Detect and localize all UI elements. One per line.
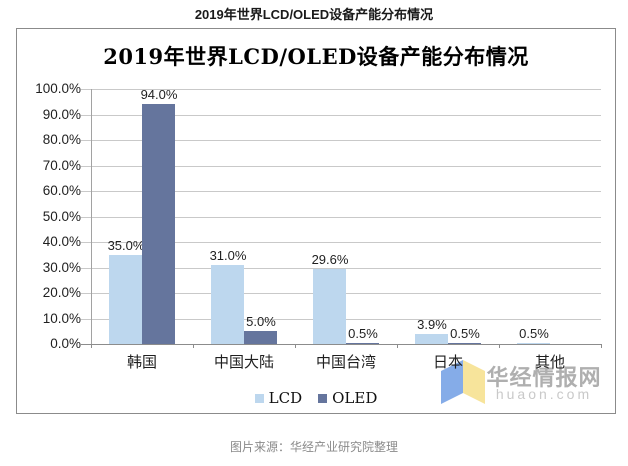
gridline <box>81 242 601 243</box>
y-tick-label: 10.0% <box>42 311 81 326</box>
bar-oled-1 <box>244 331 277 344</box>
y-tick-label: 20.0% <box>42 285 81 300</box>
x-axis-tick <box>295 344 296 348</box>
bar-lcd-0 <box>109 255 142 344</box>
y-tick-label: 0.0% <box>50 336 81 351</box>
bar-lcd-4 <box>517 343 550 344</box>
x-axis-tick <box>91 344 92 348</box>
y-tick-label: 70.0% <box>42 158 81 173</box>
gridline <box>81 217 601 218</box>
bar-value-label: 31.0% <box>209 248 247 263</box>
chart-title: 2019年世界LCD/OLED设备产能分布情况 <box>103 44 529 69</box>
bar-lcd-2 <box>313 269 346 344</box>
bar-oled-0 <box>142 104 175 344</box>
y-tick-label: 40.0% <box>42 234 81 249</box>
x-axis-tick <box>193 344 194 348</box>
legend-item-oled: OLED <box>318 389 377 407</box>
bar-value-label: 35.0% <box>107 238 145 253</box>
legend-item-lcd: LCD <box>254 389 303 407</box>
y-tick-label: 100.0% <box>35 81 81 96</box>
y-tick-label: 60.0% <box>42 183 81 198</box>
x-category-label: 其他 <box>534 354 565 371</box>
gridline <box>81 268 601 269</box>
y-tick-label: 90.0% <box>42 107 81 122</box>
x-axis-tick <box>397 344 398 348</box>
bar-oled-2 <box>346 343 379 344</box>
bar-lcd-1 <box>211 265 244 344</box>
oled-swatch-icon <box>318 393 328 403</box>
watermark: 华经情报网 huaon.com <box>437 357 607 407</box>
x-axis-tick <box>601 344 602 348</box>
x-axis-line <box>81 344 601 345</box>
gridline <box>81 115 601 116</box>
bar-value-label: 94.0% <box>140 87 178 102</box>
x-category-label: 日本 <box>432 354 463 371</box>
watermark-logo-icon <box>441 360 485 404</box>
y-axis-line <box>91 89 92 344</box>
x-category-label: 中国大陆 <box>213 354 274 371</box>
watermark-site-url: huaon.com <box>495 386 593 402</box>
y-tick-label: 50.0% <box>42 209 81 224</box>
chart-panel: 2019年世界LCD/OLED设备产能分布情况 0.0% 10.0% 20.0% 30… <box>16 28 616 414</box>
x-axis-tick <box>499 344 500 348</box>
legend-label-oled: OLED <box>332 389 378 407</box>
chart-legend: LCD OLED <box>17 389 615 407</box>
bar-value-label: 0.5% <box>348 326 378 341</box>
gridline <box>81 166 601 167</box>
gridline <box>81 140 601 141</box>
bar-oled-3 <box>448 343 481 344</box>
gridline <box>81 89 601 90</box>
x-category-label: 韩国 <box>126 354 157 371</box>
bar-lcd-3 <box>415 334 448 344</box>
bar-value-label: 5.0% <box>246 314 276 329</box>
y-tick-label: 30.0% <box>42 260 81 275</box>
bar-value-label: 0.5% <box>450 326 480 341</box>
x-category-label: 中国台湾 <box>315 354 376 371</box>
watermark-site-name: 华经情报网 <box>486 365 602 390</box>
gridline <box>81 191 601 192</box>
y-tick-label: 80.0% <box>42 132 81 147</box>
bar-value-label: 29.6% <box>311 252 349 267</box>
bar-value-label: 3.9% <box>417 317 447 332</box>
page-title: 2019年世界LCD/OLED设备产能分布情况 <box>194 7 434 22</box>
lcd-swatch-icon <box>254 393 264 403</box>
bar-value-label: 0.5% <box>519 326 549 341</box>
image-source-caption: 图片来源：华经产业研究院整理 <box>229 440 398 454</box>
plot-area: 0.0% 10.0% 20.0% 30.0% 40.0% 50.0% 60.0% 70.0% 8… <box>17 29 615 413</box>
legend-label-lcd: LCD <box>268 389 303 407</box>
